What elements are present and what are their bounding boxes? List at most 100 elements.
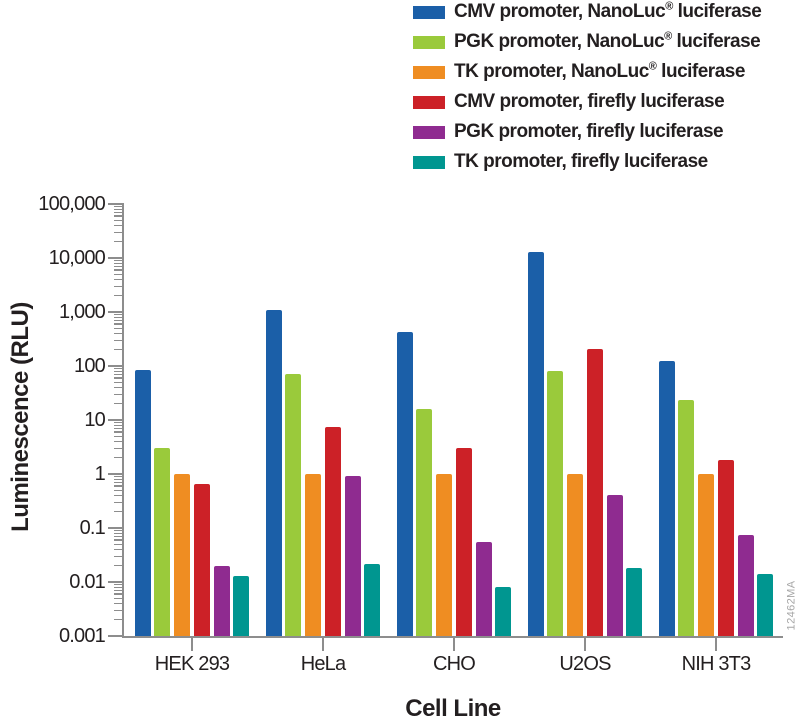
legend-label: CMV promoter, firefly luciferase xyxy=(454,91,725,112)
y-minor-tick xyxy=(114,435,123,437)
x-category-label: U2OS xyxy=(559,653,611,675)
y-major-tick xyxy=(108,311,123,313)
x-tick xyxy=(715,638,717,651)
legend-item: CMV promoter, firefly luciferase xyxy=(413,87,761,117)
bar-u2os-pgk-promoter xyxy=(547,371,564,636)
registered-trademark-symbol: ® xyxy=(664,30,672,43)
y-major-tick xyxy=(108,581,123,583)
bar-hela-tk-promoter xyxy=(305,474,322,636)
y-minor-tick xyxy=(114,367,123,370)
legend-item: TK promoter, NanoLuc® luciferase xyxy=(413,57,761,87)
y-minor-tick xyxy=(114,316,123,318)
y-major-tick xyxy=(108,473,123,475)
y-minor-tick xyxy=(114,319,123,322)
x-category-label: HEK 293 xyxy=(154,653,230,675)
y-minor-tick xyxy=(114,609,123,611)
legend-swatch xyxy=(413,125,445,139)
y-minor-tick xyxy=(114,370,123,372)
bar-hek-293-cmv-promoter xyxy=(134,369,151,636)
bar-cho-tk-promoter xyxy=(495,587,512,636)
bar-hek-293-pgk-promoter xyxy=(213,565,230,636)
y-minor-tick xyxy=(114,481,123,484)
y-minor-tick xyxy=(114,327,123,329)
y-minor-tick xyxy=(114,511,123,513)
y-minor-tick xyxy=(114,259,123,262)
bar-nih-3t3-cmv-promoter xyxy=(717,460,734,636)
y-minor-tick xyxy=(114,403,123,405)
y-minor-tick xyxy=(114,565,123,567)
y-major-tick xyxy=(108,635,123,637)
bar-cho-cmv-promoter xyxy=(455,448,472,636)
y-axis-line xyxy=(121,203,124,638)
bar-u2os-tk-promoter xyxy=(567,474,584,636)
y-major-tick xyxy=(108,365,123,367)
y-minor-tick xyxy=(114,211,123,214)
legend-label: TK promoter, firefly luciferase xyxy=(454,151,708,172)
y-minor-tick xyxy=(114,332,123,335)
y-minor-tick xyxy=(114,440,123,443)
bar-cho-tk-promoter xyxy=(436,474,453,636)
y-minor-tick xyxy=(114,285,123,287)
y-minor-tick xyxy=(114,457,123,459)
legend-label: CMV promoter, NanoLuc® luciferase xyxy=(454,0,762,22)
bar-hela-tk-promoter xyxy=(364,563,381,636)
legend-item: PGK promoter, NanoLuc® luciferase xyxy=(413,27,761,57)
y-minor-tick xyxy=(114,539,123,541)
y-minor-tick xyxy=(114,489,123,491)
y-tick-label: 100,000 xyxy=(38,193,106,215)
bar-u2os-pgk-promoter xyxy=(606,495,623,636)
y-minor-tick xyxy=(114,205,123,208)
y-minor-tick xyxy=(114,424,123,426)
bar-hek-293-pgk-promoter xyxy=(154,448,171,636)
y-minor-tick xyxy=(114,313,123,316)
bar-hek-293-cmv-promoter xyxy=(193,484,210,636)
legend-label: PGK promoter, firefly luciferase xyxy=(454,121,724,142)
y-minor-tick xyxy=(114,485,123,487)
bar-nih-3t3-tk-promoter xyxy=(757,574,774,636)
y-minor-tick xyxy=(114,535,123,538)
y-minor-tick xyxy=(114,349,123,351)
figure-number-watermark: 12462MA xyxy=(785,580,798,631)
bar-hela-pgk-promoter xyxy=(285,374,302,636)
bar-hek-293-tk-promoter xyxy=(174,474,191,636)
y-minor-tick xyxy=(114,501,123,503)
legend-swatch xyxy=(413,65,445,79)
y-minor-tick xyxy=(114,265,123,268)
bar-hela-pgk-promoter xyxy=(344,476,361,636)
y-minor-tick xyxy=(114,339,123,341)
bar-nih-3t3-cmv-promoter xyxy=(658,360,675,636)
bar-nih-3t3-pgk-promoter xyxy=(737,534,754,636)
y-major-tick xyxy=(108,203,123,205)
y-minor-tick xyxy=(114,555,123,557)
y-tick-label: 0.1 xyxy=(79,517,106,539)
y-minor-tick xyxy=(114,377,123,379)
bar-hela-cmv-promoter xyxy=(265,309,282,636)
y-minor-tick xyxy=(114,421,123,424)
y-minor-tick xyxy=(114,231,123,233)
y-minor-tick xyxy=(114,262,123,264)
bar-cho-pgk-promoter xyxy=(475,542,492,636)
registered-trademark-symbol: ® xyxy=(665,0,673,13)
y-minor-tick xyxy=(114,269,123,271)
x-tick xyxy=(191,638,193,651)
y-minor-tick xyxy=(114,548,123,551)
legend-item: PGK promoter, firefly luciferase xyxy=(413,117,761,147)
y-tick-label: 10 xyxy=(84,409,105,431)
y-major-tick xyxy=(108,419,123,421)
x-category-label: HeLa xyxy=(300,653,346,675)
y-minor-tick xyxy=(114,323,123,325)
legend-swatch xyxy=(413,95,445,109)
y-tick-label: 100 xyxy=(74,355,106,377)
y-minor-tick xyxy=(114,386,123,389)
bar-nih-3t3-tk-promoter xyxy=(698,474,715,636)
x-category-label: NIH 3T3 xyxy=(681,653,752,675)
y-minor-tick xyxy=(114,597,123,599)
bar-u2os-tk-promoter xyxy=(626,568,643,636)
y-minor-tick xyxy=(114,431,123,433)
y-minor-tick xyxy=(114,219,123,221)
bar-cho-cmv-promoter xyxy=(396,332,413,636)
y-minor-tick xyxy=(114,529,123,532)
y-major-tick xyxy=(108,527,123,529)
legend-item: TK promoter, firefly luciferase xyxy=(413,147,761,177)
y-minor-tick xyxy=(114,532,123,534)
